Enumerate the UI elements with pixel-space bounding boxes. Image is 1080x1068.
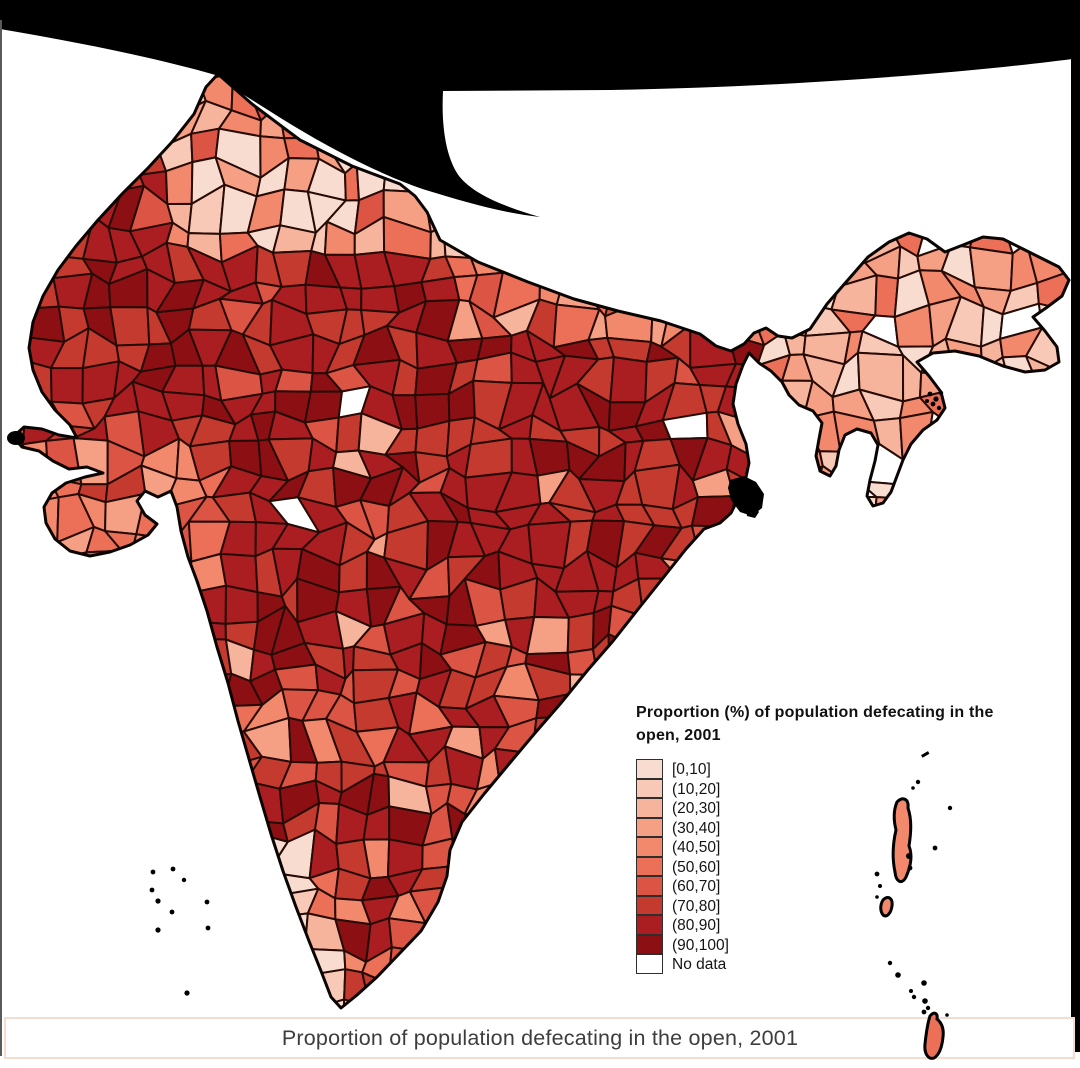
district-cell <box>420 276 461 303</box>
masked-north-region <box>0 0 1080 217</box>
legend-label: [0,10] <box>672 761 711 778</box>
legend-item: (80,90] <box>636 915 1036 936</box>
district-cell <box>50 367 84 405</box>
district-cell <box>109 306 151 347</box>
district-cell <box>968 246 1014 292</box>
district-cell <box>335 412 363 454</box>
legend-list: [0,10] (10,20] (20,30] (30,40] (40,50] (50,60… <box>636 759 1036 975</box>
district-cell <box>566 612 595 654</box>
legend-label: (90,100] <box>672 936 729 954</box>
district-cell <box>526 616 570 656</box>
district-cell <box>224 584 259 625</box>
legend-item: (20,30] <box>636 798 1036 819</box>
andaman-islets <box>874 751 953 899</box>
sundarbans-black-patch <box>728 476 764 518</box>
legend-swatch <box>636 817 663 838</box>
legend-label: (50,60] <box>672 858 721 876</box>
right-edge-frame <box>1071 50 1080 1052</box>
district-cell <box>274 368 314 393</box>
legend-title: Proportion (%) of population defecating … <box>636 701 1036 747</box>
district-cell <box>360 285 401 314</box>
legend-swatch <box>636 895 663 916</box>
legend-item: (70,80] <box>636 895 1036 917</box>
legend-item: (50,60] <box>636 856 1036 878</box>
legend-swatch <box>636 856 663 877</box>
legend-label: No data <box>672 956 727 973</box>
legend-label: (70,80] <box>672 897 721 915</box>
caption-bar <box>4 1017 1075 1059</box>
legend-item: (40,50] <box>636 837 1036 858</box>
legend-swatch <box>636 837 663 857</box>
legend-label: (10,20] <box>672 780 721 798</box>
lakshadweep-islands <box>149 866 211 996</box>
manipur-speckled-district <box>925 390 944 411</box>
legend-label: (30,40] <box>672 819 721 837</box>
legend-item: No data <box>636 954 1036 975</box>
legend-swatch <box>636 778 663 799</box>
andaman-islands <box>879 797 913 918</box>
legend-label: (60,70] <box>672 878 721 895</box>
legend-title-line2: open, 2001 <box>636 727 721 744</box>
map-legend: Proportion (%) of population defecating … <box>636 701 1036 975</box>
legend-item: [0,10] <box>636 759 1036 780</box>
nicobar-islets <box>887 960 931 1011</box>
district-cell <box>464 437 513 479</box>
legend-item: (30,40] <box>636 817 1036 839</box>
legend-swatch <box>636 954 663 974</box>
left-edge-frame <box>0 20 2 1056</box>
legend-swatch <box>636 915 663 935</box>
legend-item: (60,70] <box>636 876 1036 897</box>
district-cell <box>274 663 319 692</box>
legend-swatch <box>636 759 663 779</box>
legend-item: (90,100] <box>636 934 1036 956</box>
legend-item: (10,20] <box>636 778 1036 800</box>
legend-swatch <box>636 934 663 955</box>
legend-label: (20,30] <box>672 800 721 817</box>
legend-swatch <box>636 798 663 818</box>
map-caption: Proportion of population defecating in t… <box>281 1025 799 1050</box>
district-cell <box>609 356 648 404</box>
kutch-tip-black-patch <box>7 431 25 445</box>
legend-label: (80,90] <box>672 917 721 934</box>
legend-label: (40,50] <box>672 839 721 856</box>
legend-swatch <box>636 876 663 896</box>
legend-title-line1: Proportion (%) of population defecating … <box>636 704 994 721</box>
